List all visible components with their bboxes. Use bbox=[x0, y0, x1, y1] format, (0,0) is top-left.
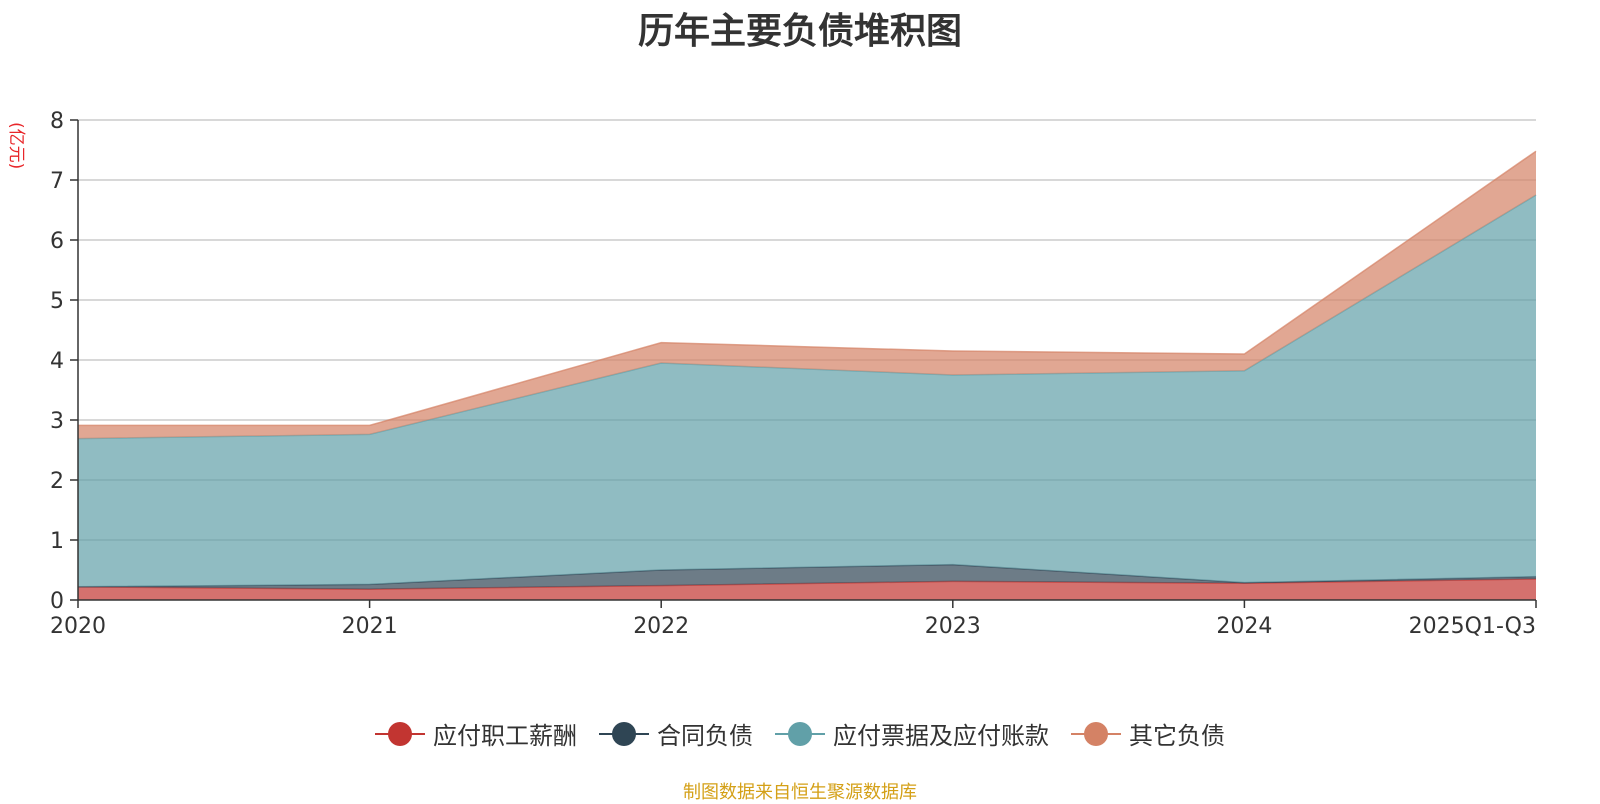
legend-marker-icon bbox=[375, 721, 425, 746]
chart-title: 历年主要负债堆积图 bbox=[637, 11, 962, 52]
area-series-1 bbox=[78, 564, 1536, 590]
legend-label: 应付票据及应付账款 bbox=[833, 722, 1049, 750]
x-tick-label: 2022 bbox=[633, 614, 689, 639]
legend-item-2[interactable]: 应付票据及应付账款 bbox=[775, 716, 1049, 751]
area-series-2 bbox=[78, 195, 1536, 587]
y-tick-label: 3 bbox=[50, 409, 64, 434]
x-tick-label: 2024 bbox=[1216, 614, 1272, 639]
legend-label: 合同负债 bbox=[657, 722, 753, 750]
area-series bbox=[77, 150, 1537, 600]
legend-item-1[interactable]: 合同负债 bbox=[599, 716, 753, 751]
legend-marker-icon bbox=[1071, 721, 1121, 746]
y-tick-label: 4 bbox=[50, 349, 64, 374]
x-tick-label: 2023 bbox=[925, 614, 981, 639]
y-tick-label: 5 bbox=[50, 289, 64, 314]
legend-marker-icon bbox=[599, 721, 649, 746]
legend-marker-icon bbox=[775, 721, 825, 746]
x-tick-label: 2025Q1-Q3 bbox=[1409, 614, 1536, 639]
y-tick-label: 6 bbox=[50, 229, 64, 254]
legend-label: 应付职工薪酬 bbox=[433, 722, 577, 750]
axes: 0 1 2 3 4 5 6 7 8 2020 2021 2022 2023 2024 2025Q1-Q3 bbox=[50, 109, 1537, 639]
legend-label: 其它负债 bbox=[1129, 722, 1225, 750]
y-tick-label: 2 bbox=[50, 469, 64, 494]
x-tick-label: 2021 bbox=[342, 614, 398, 639]
legend: 应付职工薪酬 合同负债 应付票据及应付账款 其它负债 bbox=[0, 716, 1600, 751]
area-series-0 bbox=[78, 579, 1536, 600]
y-tick-label: 8 bbox=[50, 109, 64, 134]
y-tick-label: 0 bbox=[50, 589, 64, 614]
y-tick-label: 1 bbox=[50, 529, 64, 554]
area-edge-3 bbox=[78, 150, 1537, 427]
x-tick-label: 2020 bbox=[50, 614, 106, 639]
legend-item-3[interactable]: 其它负债 bbox=[1071, 716, 1225, 751]
y-tick-label: 7 bbox=[50, 169, 64, 194]
legend-item-0[interactable]: 应付职工薪酬 bbox=[375, 716, 577, 751]
source-note: 制图数据来自恒生聚源数据库 bbox=[683, 782, 917, 803]
area-series-3 bbox=[78, 151, 1536, 439]
